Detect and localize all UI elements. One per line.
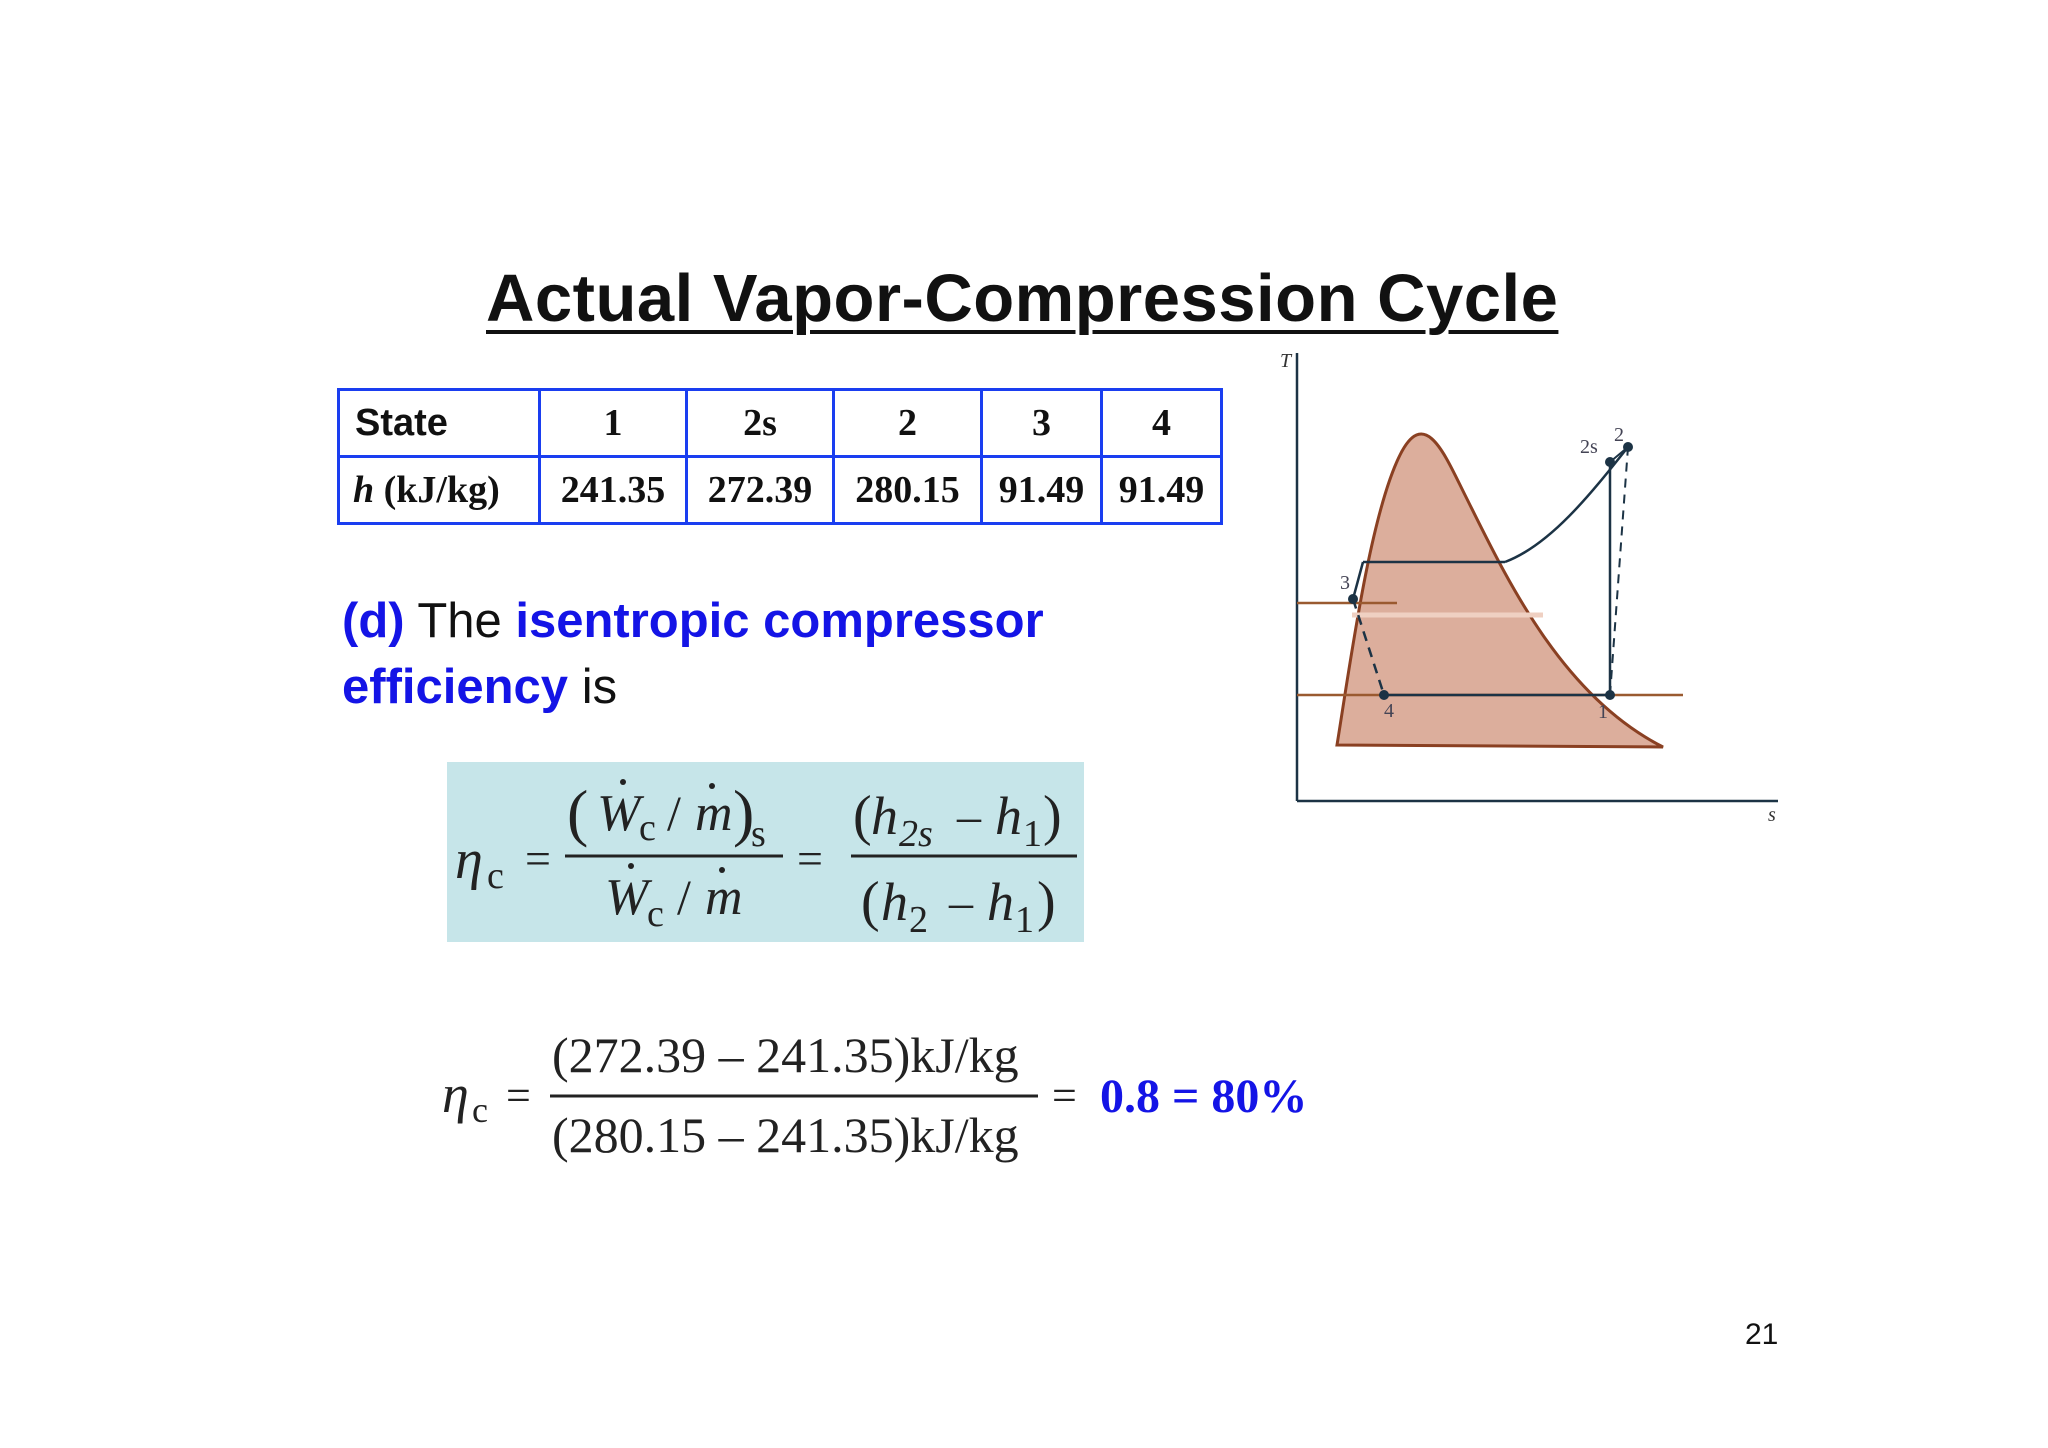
paren-close: ) bbox=[1043, 785, 1062, 847]
part-label: (d) bbox=[342, 594, 405, 648]
state-label-2s: 2s bbox=[1580, 436, 1598, 458]
statement-highlight: isentropic compressor bbox=[515, 594, 1044, 648]
state-label-1: 1 bbox=[1598, 701, 1608, 723]
equals-sign: = bbox=[525, 833, 551, 884]
paren-open: ( bbox=[853, 785, 872, 847]
subcool-line bbox=[1351, 561, 1365, 600]
mass-symbol: m bbox=[695, 785, 733, 842]
state-point-1 bbox=[1605, 690, 1615, 700]
equals-sign: = bbox=[1052, 1071, 1077, 1120]
state-point-3 bbox=[1348, 594, 1358, 604]
h-symbol: h bbox=[871, 786, 898, 846]
dot-accent bbox=[719, 867, 725, 873]
minus-sign: – bbox=[956, 790, 982, 843]
efficiency-definition-formula: η c = ( W c / m ) s W c / m = ( h 2s – h… bbox=[447, 762, 1084, 942]
saturation-dome bbox=[1335, 432, 1664, 749]
paren-open: ( bbox=[567, 777, 588, 848]
eta-symbol: η bbox=[455, 829, 483, 891]
isentropic-subscript: s bbox=[751, 813, 766, 855]
t-axis-label: T bbox=[1280, 350, 1293, 372]
statement-text: The bbox=[417, 594, 502, 648]
subscript-2: 2 bbox=[909, 899, 928, 941]
state-point-2s bbox=[1605, 457, 1615, 467]
h-symbol: h bbox=[881, 872, 908, 932]
slide-title: Actual Vapor-Compression Cycle bbox=[486, 261, 1559, 336]
state-point-4 bbox=[1379, 690, 1389, 700]
table-state-cell: 3 bbox=[980, 388, 1103, 458]
table-state-cell: 1 bbox=[538, 388, 688, 458]
statement-text: is bbox=[581, 660, 618, 714]
enthalpy-unit: (kJ/kg) bbox=[383, 469, 500, 511]
calc-numerator: (272.39 – 241.35)kJ/kg bbox=[552, 1027, 1019, 1083]
calc-denominator: (280.15 – 241.35)kJ/kg bbox=[552, 1107, 1019, 1163]
slash: / bbox=[677, 869, 691, 925]
state-label-3: 3 bbox=[1340, 572, 1350, 594]
table-state-cell: 2 bbox=[832, 388, 983, 458]
ts-diagram: T s 1 2s 2 3 4 bbox=[1260, 345, 1790, 826]
dot-accent bbox=[628, 863, 634, 869]
state-label-2: 2 bbox=[1614, 424, 1624, 446]
calc-result: 0.8 = 80% bbox=[1100, 1070, 1307, 1123]
eta-subscript: c bbox=[472, 1090, 488, 1130]
table-header-label: State bbox=[337, 388, 541, 458]
table-value-cell: 91.49 bbox=[1100, 455, 1223, 525]
equals-sign: = bbox=[506, 1071, 531, 1120]
minus-sign: – bbox=[948, 876, 974, 929]
work-symbol: W bbox=[597, 785, 645, 842]
s-axis-label: s bbox=[1768, 804, 1776, 825]
equals-sign: = bbox=[797, 833, 823, 884]
table-value-cell: 91.49 bbox=[980, 455, 1103, 525]
paren-open: ( bbox=[861, 871, 880, 933]
work-subscript: c bbox=[647, 893, 664, 935]
subscript-2s: 2s bbox=[899, 813, 933, 855]
table-row-label: h (kJ/kg) bbox=[337, 455, 541, 525]
subscript-1: 1 bbox=[1015, 899, 1034, 941]
table-state-cell: 4 bbox=[1100, 388, 1223, 458]
problem-statement: (d) The isentropic compressor efficiency… bbox=[342, 588, 1044, 720]
state-label-4: 4 bbox=[1384, 700, 1394, 722]
table-row-states: State 1 2s 2 3 4 bbox=[337, 388, 1223, 458]
dot-accent bbox=[620, 779, 626, 785]
table-state-cell: 2s bbox=[685, 388, 835, 458]
paren-close: ) bbox=[733, 777, 754, 848]
table-row-enthalpy: h (kJ/kg) 241.35 272.39 280.15 91.49 91.… bbox=[337, 455, 1223, 525]
subscript-1: 1 bbox=[1023, 813, 1042, 855]
efficiency-calculation: η c = (272.39 – 241.35)kJ/kg (280.15 – 2… bbox=[432, 1020, 1352, 1180]
page-number: 21 bbox=[1745, 1318, 1779, 1351]
h-symbol: h bbox=[987, 872, 1014, 932]
state-enthalpy-table: State 1 2s 2 3 4 h (kJ/kg) 241.35 272.39… bbox=[337, 388, 1223, 525]
dot-accent bbox=[709, 783, 715, 789]
eta-subscript: c bbox=[487, 855, 504, 897]
table-value-cell: 280.15 bbox=[832, 455, 983, 525]
eta-symbol: η bbox=[442, 1064, 469, 1124]
h-symbol: h bbox=[995, 786, 1022, 846]
actual-compression-line bbox=[1609, 446, 1629, 696]
statement-highlight: efficiency bbox=[342, 660, 569, 714]
mass-symbol: m bbox=[705, 869, 743, 926]
slash: / bbox=[667, 785, 681, 841]
table-value-cell: 241.35 bbox=[538, 455, 688, 525]
table-value-cell: 272.39 bbox=[685, 455, 835, 525]
state-point-2 bbox=[1623, 442, 1633, 452]
work-symbol: W bbox=[605, 869, 653, 926]
enthalpy-symbol: h bbox=[353, 469, 375, 511]
paren-close: ) bbox=[1037, 871, 1056, 933]
work-subscript: c bbox=[639, 807, 656, 849]
